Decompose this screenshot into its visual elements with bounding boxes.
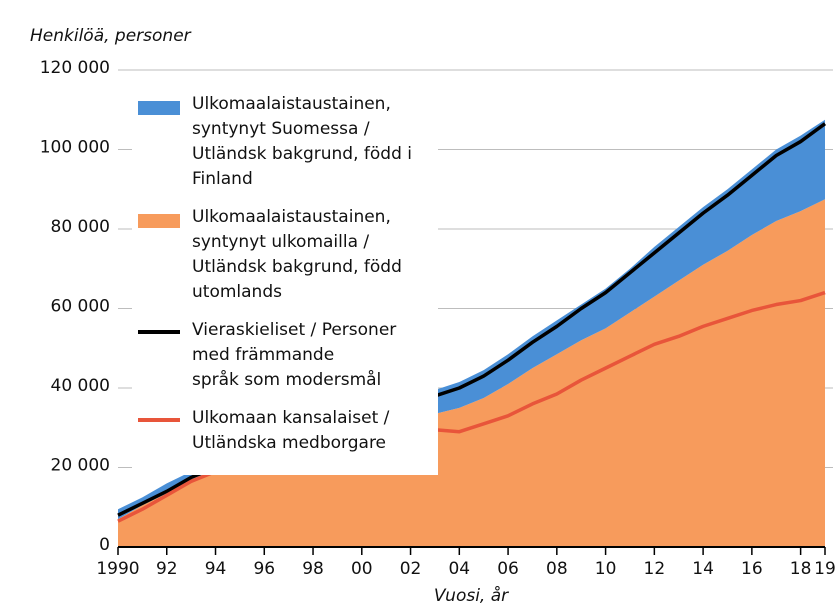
x-tick-label: 16	[741, 559, 763, 579]
x-tick-label: 00	[351, 559, 373, 579]
x-tick-label: 12	[644, 559, 666, 579]
y-axis-title: Henkilöä, personer	[30, 26, 192, 46]
x-tick-label: 94	[205, 559, 227, 579]
legend-item: Ulkomaalaistaustainen, syntynyt ulkomail…	[138, 205, 438, 305]
legend-item: Vieraskieliset / Personer med främmande …	[138, 318, 438, 393]
legend-item: Ulkomaalaistaustainen, syntynyt Suomessa…	[138, 92, 438, 192]
legend-label: Ulkomaan kansalaiset / Utländska medborg…	[192, 408, 390, 453]
y-tick-label: 80 000	[51, 217, 110, 237]
x-tick-label: 14	[692, 559, 714, 579]
y-tick-label: 60 000	[51, 297, 110, 317]
x-axis-title: Vuosi, år	[434, 585, 509, 606]
legend-label: Ulkomaalaistaustainen, syntynyt Suomessa…	[192, 94, 412, 189]
x-tick-label: 02	[400, 559, 422, 579]
x-tick-label: 10	[595, 559, 617, 579]
x-tick-label: 92	[156, 559, 178, 579]
legend-swatch	[138, 214, 180, 228]
x-tick-label: 96	[253, 559, 275, 579]
legend: Ulkomaalaistaustainen, syntynyt Suomessa…	[132, 88, 438, 475]
legend-swatch	[138, 330, 180, 334]
axes: 0 20 000 40 000 60 000 80 000 100 000 120 000 1…	[40, 58, 836, 579]
y-tick-label: 20 000	[51, 456, 110, 476]
x-tick-label: 98	[302, 559, 324, 579]
y-tick-label: 0	[99, 535, 110, 555]
legend-item: Ulkomaan kansalaiset / Utländska medborg…	[138, 406, 438, 456]
legend-label: Ulkomaalaistaustainen, syntynyt ulkomail…	[192, 207, 402, 302]
x-tick-label: 19	[814, 559, 836, 579]
x-tick-label: 1990	[96, 559, 139, 579]
x-tick-label: 18	[790, 559, 812, 579]
legend-swatch	[138, 418, 180, 422]
x-tick-label: 06	[497, 559, 519, 579]
y-tick-label: 120 000	[40, 58, 110, 78]
legend-swatch	[138, 101, 180, 115]
legend-label: Vieraskieliset / Personer med främmande …	[192, 320, 397, 390]
y-tick-label: 100 000	[40, 138, 110, 158]
x-tick-label: 04	[448, 559, 470, 579]
y-tick-label: 40 000	[51, 376, 110, 396]
x-tick-label: 08	[546, 559, 568, 579]
